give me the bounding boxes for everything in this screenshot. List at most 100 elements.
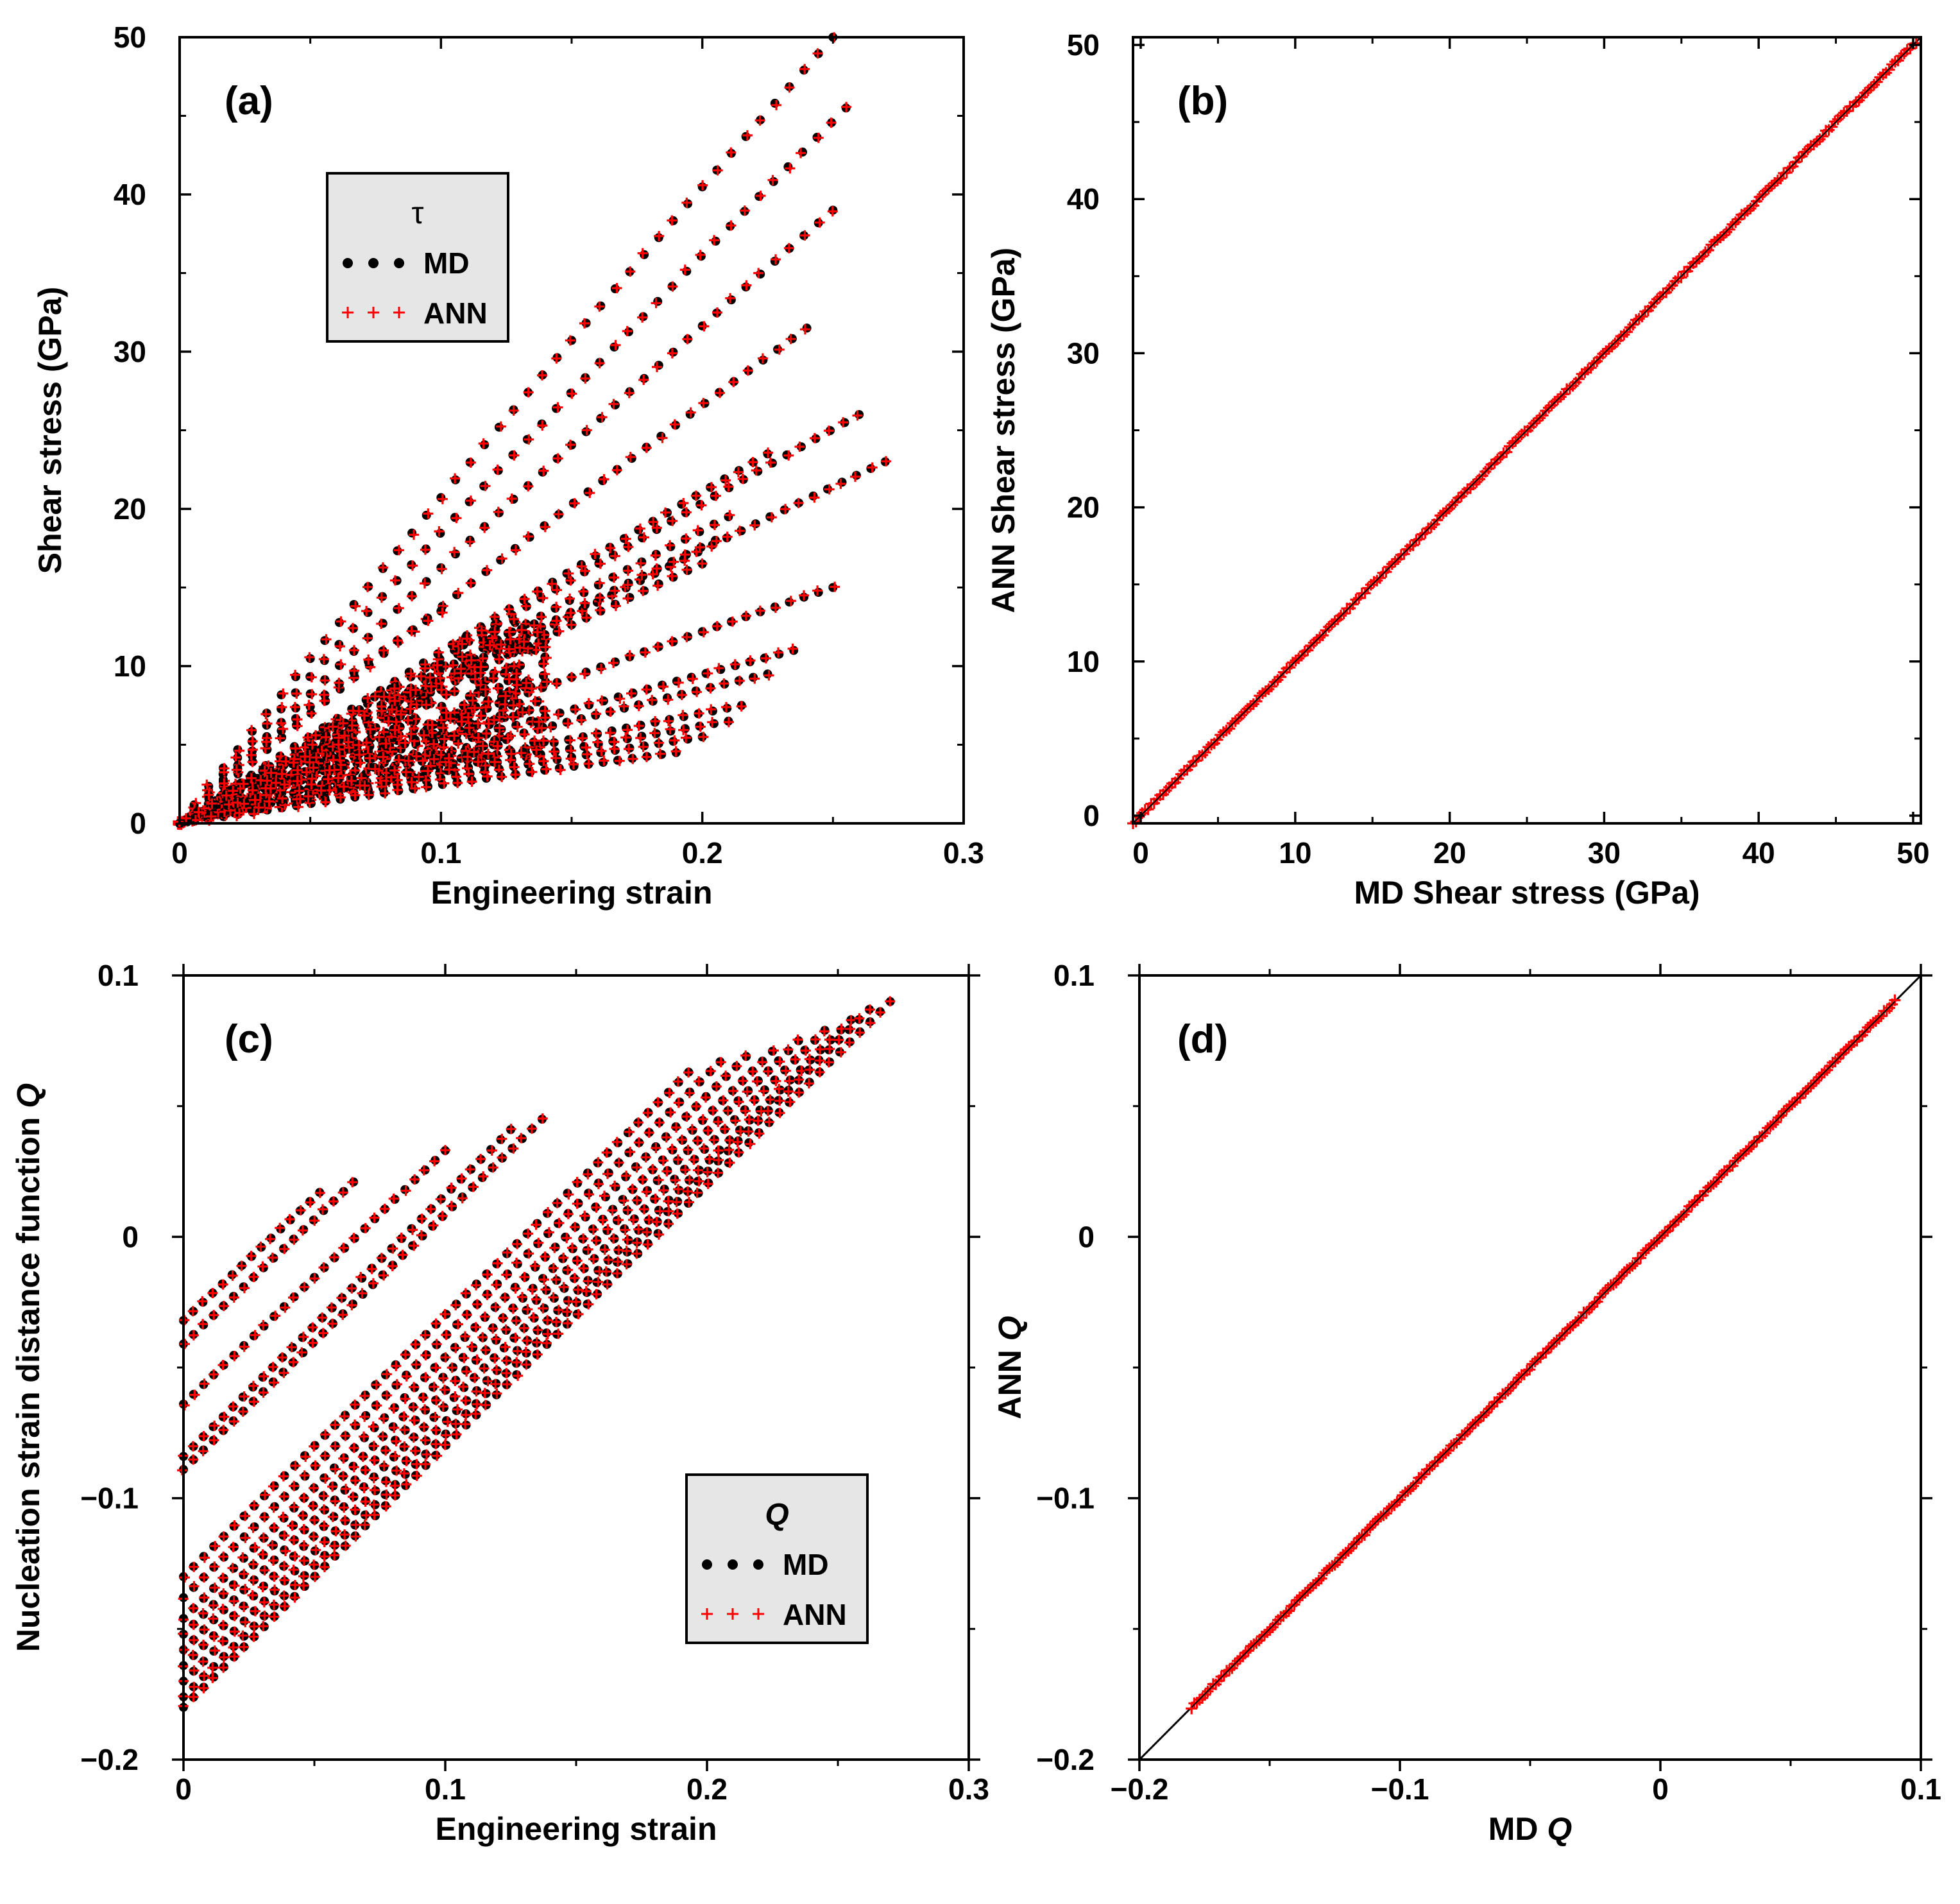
ann-point-c xyxy=(785,1097,796,1108)
ann-point-c xyxy=(420,1350,431,1360)
ann-point-c xyxy=(227,1563,238,1574)
ann-point-a xyxy=(707,717,718,728)
ann-point-c xyxy=(670,1175,681,1186)
ann-point-a xyxy=(304,757,315,768)
ann-point-a xyxy=(290,669,301,680)
md-point-a xyxy=(277,726,286,735)
ann-point-a xyxy=(354,740,364,750)
ticks-d: −0.2 −0.1 0 0.1−0.2−0.100.1 xyxy=(1036,959,1941,1806)
ann-point-c xyxy=(257,1261,268,1272)
ann-point-a xyxy=(400,737,411,748)
ann-point-a xyxy=(670,746,681,757)
ann-point-a xyxy=(814,217,825,228)
ann-point-c xyxy=(279,1244,290,1255)
ann-point-c xyxy=(207,1662,218,1673)
ann-point-c xyxy=(572,1255,583,1266)
ann-point-c xyxy=(588,1224,599,1235)
ann-point-c xyxy=(284,1214,295,1224)
ann-point-a xyxy=(599,474,609,485)
ann-point-c xyxy=(510,1283,521,1294)
ann-point-a xyxy=(773,647,783,658)
ann-point-c xyxy=(381,1489,392,1500)
ann-point-c xyxy=(307,1337,318,1348)
ann-point-c xyxy=(642,1227,652,1238)
ann-point-c xyxy=(480,1400,491,1411)
ann-point-c xyxy=(651,1217,662,1228)
ann-point-a xyxy=(590,549,601,560)
ann-point-a xyxy=(636,569,647,580)
ann-point-a xyxy=(350,790,361,801)
ann-point-c xyxy=(258,1319,269,1330)
md-point-a xyxy=(686,673,696,682)
ann-point-c xyxy=(537,1113,548,1124)
ann-point-a xyxy=(597,695,608,706)
md-point-a xyxy=(503,676,513,685)
ann-point-a xyxy=(737,474,748,485)
ann-point-a xyxy=(615,693,626,704)
ann-point-a xyxy=(710,490,721,501)
ann-point-a xyxy=(349,665,360,676)
ann-point-a xyxy=(726,147,737,158)
ann-point-a xyxy=(650,716,661,726)
ann-point-a xyxy=(230,752,241,763)
ann-point-c xyxy=(814,1067,825,1077)
ann-point-c xyxy=(578,1263,589,1274)
ann-point-a xyxy=(507,712,518,723)
ann-point-a xyxy=(531,744,541,755)
ann-point-c xyxy=(733,1097,744,1107)
md-point-a xyxy=(255,804,265,814)
y-axis-title-b: ANN Shear stress (GPa) xyxy=(985,248,1021,613)
ann-point-d xyxy=(1531,1353,1544,1365)
ann-point-c xyxy=(428,1220,439,1231)
ann-point-d xyxy=(1599,1285,1612,1297)
ann-point-c xyxy=(259,1610,270,1621)
ann-point-c xyxy=(743,1126,754,1137)
ann-point-d xyxy=(1626,1260,1639,1272)
ann-point-a xyxy=(516,624,527,635)
ann-point-a xyxy=(409,529,419,540)
md-point-a xyxy=(656,431,666,441)
ann-point-c xyxy=(613,1215,624,1226)
ann-point-c xyxy=(552,1197,563,1208)
ann-point-c xyxy=(309,1559,320,1570)
cluster-a xyxy=(174,613,552,828)
ann-point-c xyxy=(583,1244,593,1255)
md-point-a xyxy=(669,572,678,582)
ann-point-a xyxy=(389,725,400,735)
ann-point-a xyxy=(529,735,540,746)
ann-point-c xyxy=(268,1599,279,1610)
ann-point-d xyxy=(1329,1559,1341,1571)
ann-point-a xyxy=(246,773,257,784)
ann-point-a xyxy=(480,481,491,492)
md-point-a xyxy=(548,721,558,731)
ann-point-a xyxy=(766,512,777,523)
ann-point-a xyxy=(635,733,646,743)
ann-point-c xyxy=(527,1284,538,1295)
ann-point-c xyxy=(686,1124,697,1135)
md-point-a xyxy=(363,608,373,617)
ann-point-c xyxy=(320,1473,330,1484)
ann-point-c xyxy=(369,1212,380,1223)
md-point-c xyxy=(543,1229,553,1239)
ann-point-b xyxy=(1501,446,1513,458)
ann-point-c xyxy=(694,1176,704,1187)
ann-point-c xyxy=(613,1157,624,1168)
ann-point-a xyxy=(729,659,740,670)
ann-point-c xyxy=(438,1401,448,1412)
x-tick-label-c: 0.3 xyxy=(948,1772,989,1806)
ann-point-a xyxy=(465,495,476,506)
ann-point-a xyxy=(523,531,534,542)
md-point-a xyxy=(640,250,649,259)
ann-point-c xyxy=(823,1057,834,1068)
ann-point-a xyxy=(793,497,804,508)
ann-point-d xyxy=(1635,1252,1647,1264)
ann-point-c xyxy=(239,1391,250,1402)
ann-point-c xyxy=(391,1379,402,1390)
ann-point-c xyxy=(633,1137,644,1148)
ann-point-a xyxy=(754,605,765,616)
ann-point-a xyxy=(335,641,345,652)
ann-point-a xyxy=(426,681,437,692)
ann-point-c xyxy=(258,1387,269,1398)
ann-point-a xyxy=(377,562,388,573)
